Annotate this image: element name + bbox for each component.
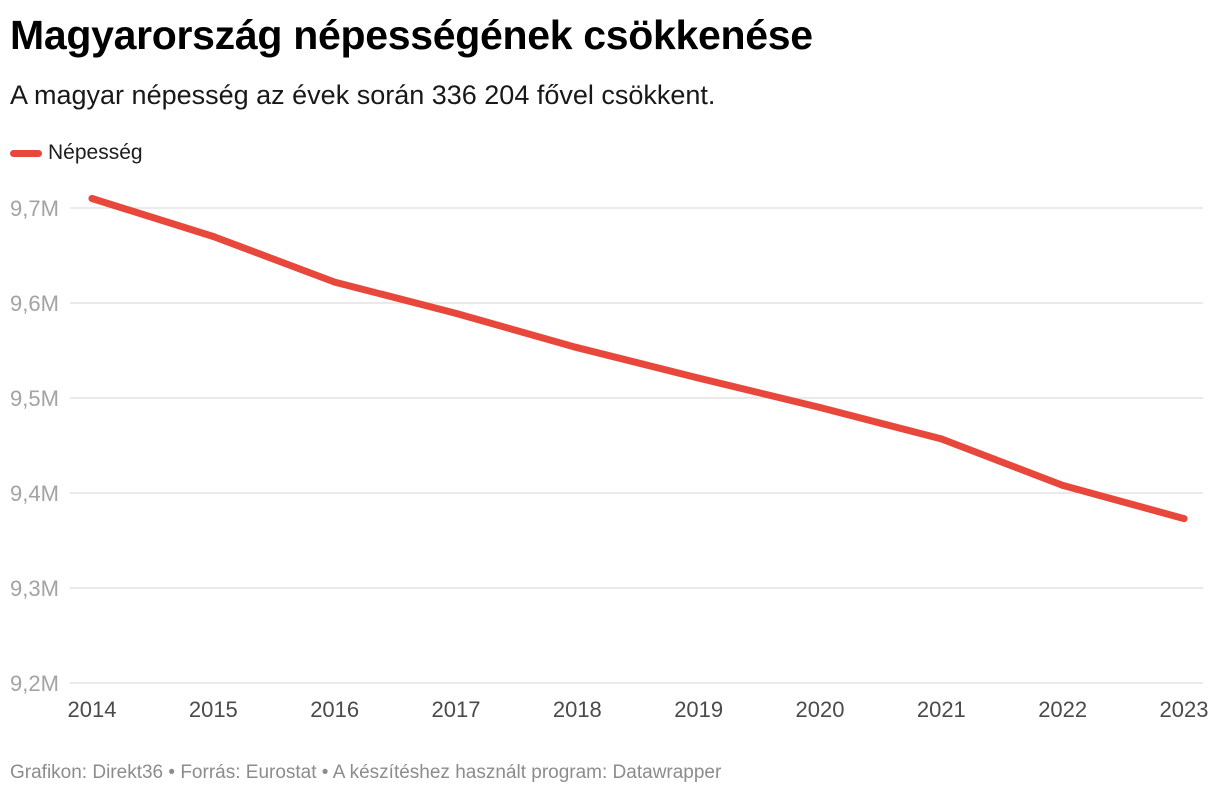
- series-line: [88, 195, 1188, 523]
- chart-subtitle: A magyar népesség az évek során 336 204 …: [10, 80, 716, 110]
- x-tick-label: 2022: [1038, 697, 1087, 722]
- data-point: [209, 233, 217, 240]
- footer-credit: Grafikon: Direkt36 • Forrás: Eurostat • …: [10, 762, 722, 783]
- y-tick-label: 9,7M: [10, 196, 59, 221]
- legend-swatch: [10, 149, 42, 157]
- y-tick-label: 9,2M: [10, 671, 59, 696]
- chart-title: Magyarország népességének csökkenése: [10, 12, 813, 58]
- data-point: [573, 344, 581, 352]
- x-tick-label: 2023: [1160, 697, 1209, 722]
- data-point: [452, 309, 460, 317]
- y-tick-label: 9,6M: [10, 291, 59, 316]
- data-point: [331, 278, 339, 286]
- x-tick-label: 2015: [189, 697, 238, 722]
- x-tick-label: 2018: [553, 697, 602, 722]
- data-point: [1180, 515, 1188, 523]
- x-tick-label: 2020: [796, 697, 845, 722]
- x-tick-label: 2014: [68, 697, 117, 722]
- data-point: [695, 374, 703, 382]
- legend-label: Népesség: [48, 141, 143, 164]
- series-layer: [88, 195, 1188, 523]
- y-axis-ticks: 9,7M 9,6M 9,5M 9,4M 9,3M 9,2M: [10, 196, 59, 696]
- x-tick-label: 2021: [917, 697, 966, 722]
- y-tick-label: 9,5M: [10, 386, 59, 411]
- x-axis-ticks: 2014 2015 2016 2017 2018 2019 2020 2021 2022 2023: [68, 697, 1209, 722]
- x-tick-label: 2016: [310, 697, 359, 722]
- data-point: [937, 435, 945, 443]
- y-tick-label: 9,3M: [10, 576, 59, 601]
- legend: Népesség: [10, 141, 143, 165]
- data-point: [816, 404, 824, 411]
- data-point: [1059, 481, 1067, 489]
- data-point: [88, 195, 96, 202]
- x-tick-label: 2017: [432, 697, 481, 722]
- y-tick-label: 9,4M: [10, 481, 59, 506]
- gridlines: [70, 207, 1203, 684]
- x-tick-label: 2019: [674, 697, 723, 722]
